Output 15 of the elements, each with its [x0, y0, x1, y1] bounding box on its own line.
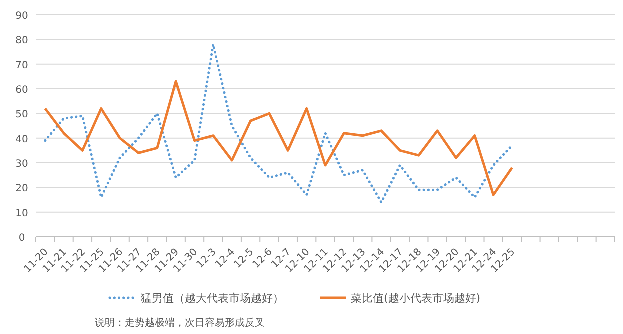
line-series: [44, 80, 514, 196]
y-tick-label: 60: [16, 85, 28, 96]
y-tick-label: 30: [16, 159, 28, 170]
y-tick-label: 0: [18, 233, 26, 244]
y-tick-label: 90: [16, 11, 28, 22]
text: 说明：走势越极端，次日容易形成反叉: [95, 317, 265, 329]
y-tick-label: 10: [16, 208, 28, 220]
legend-label: 猛男值（越大代表市场越好）: [141, 292, 284, 305]
y-tick-label: 40: [16, 134, 28, 146]
legend-label: 菜比值(越小代表市场越好): [351, 292, 481, 305]
y-tick-label: 50: [16, 110, 28, 121]
y-tick-label: 70: [16, 60, 28, 72]
y-tick-label: 80: [16, 36, 28, 47]
line-series: [44, 43, 514, 204]
y-tick-label: 20: [16, 184, 28, 195]
